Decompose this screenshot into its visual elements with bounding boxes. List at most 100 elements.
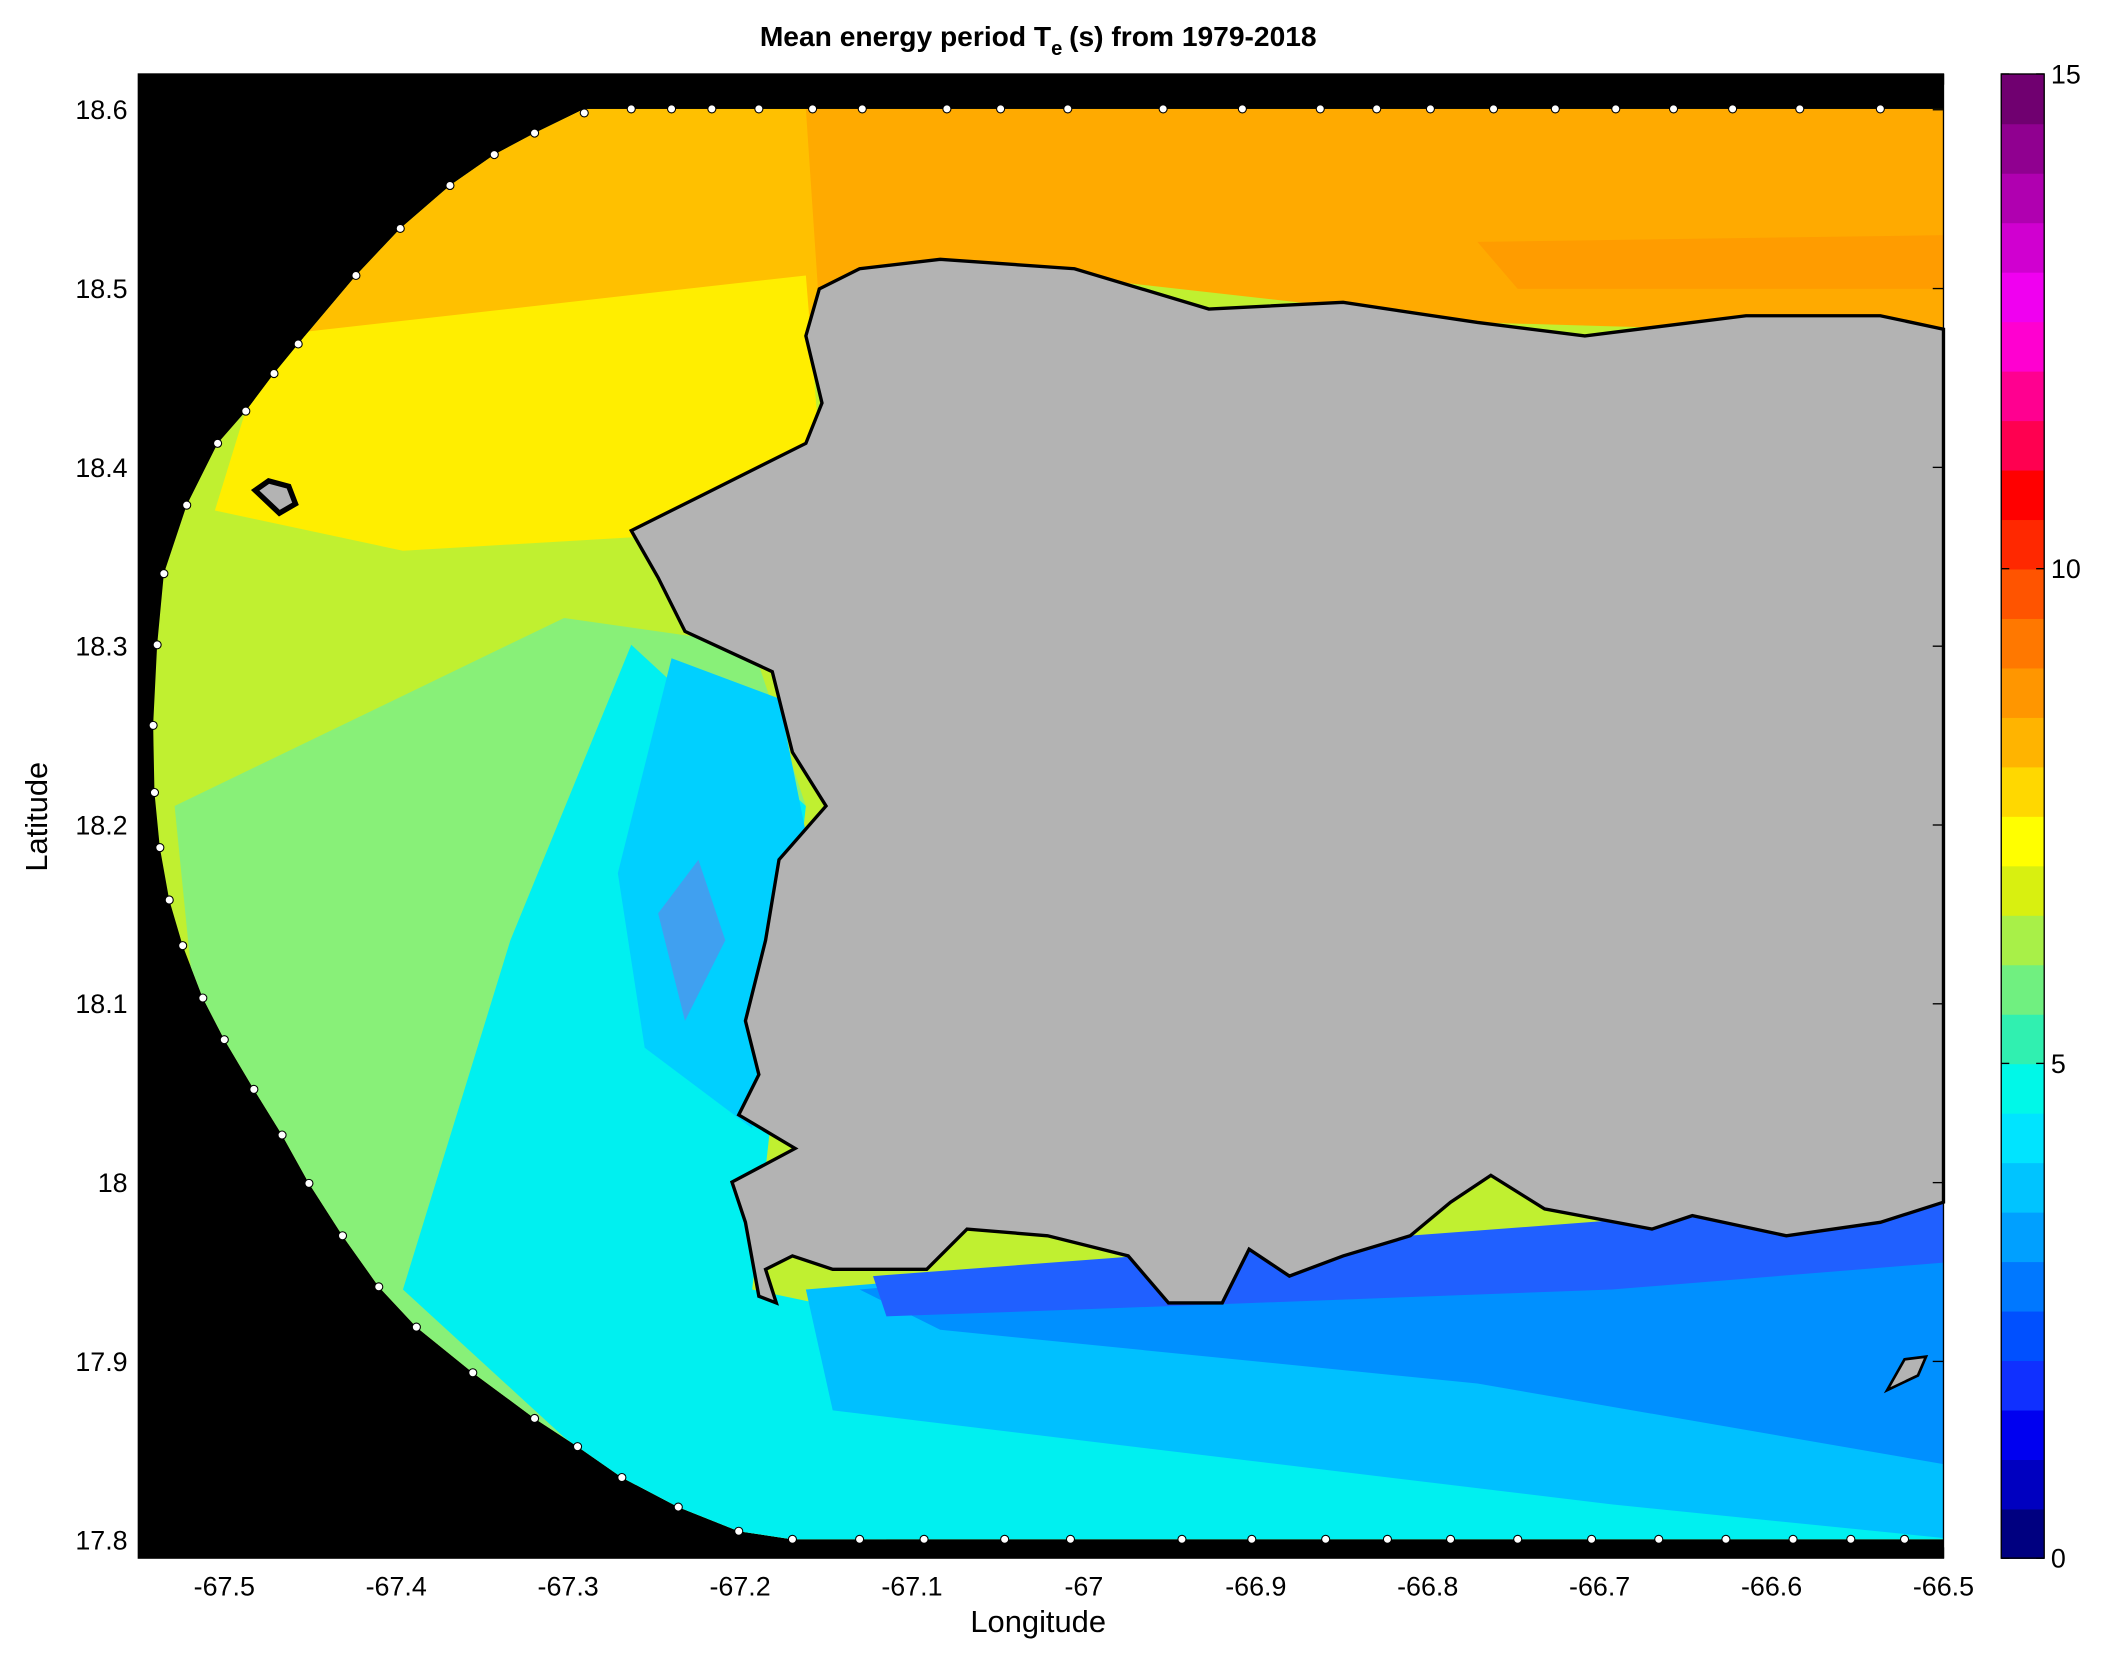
x-tick-label: -67.3 [538,1572,599,1602]
colorbar-frame [2000,73,2045,1559]
boundary-point [1550,104,1560,114]
colorbar-step [2001,568,2045,619]
colorbar-step [2001,1112,2045,1164]
boundary-point [1668,104,1679,114]
boundary-point [1611,104,1621,114]
colorbar-step [2001,1360,2045,1411]
y-tick-label: 18.1 [75,989,127,1019]
colorbar-step [2001,222,2045,273]
boundary-point [1587,1534,1597,1544]
y-tick-label: 18 [98,1168,128,1198]
boundary-point [1065,1534,1076,1544]
x-tick-label: -67.5 [194,1572,255,1602]
x-tick-label: -67.2 [709,1572,770,1602]
boundary-point [1795,104,1805,114]
boundary-point [152,640,162,650]
boundary-point [293,339,303,349]
colorbar-step [2001,618,2045,669]
boundary-point [1728,104,1738,114]
boundary-point [1158,104,1168,114]
boundary-point [1445,1534,1456,1544]
title-rest: (s) from 1979-2018 [1069,20,1317,52]
boundary-point [269,368,279,379]
colorbar-tick-label: 5 [2051,1049,2066,1079]
boundary-point [304,1178,314,1188]
colorbar-step [2001,1261,2045,1312]
boundary-point [159,569,169,579]
boundary-point [219,1035,229,1045]
boundary-point [337,1231,348,1241]
colorbar-step [2001,1310,2045,1362]
boundary-point [1321,1534,1331,1544]
colorbar-step [2001,1459,2045,1510]
boundary-point [1382,1534,1393,1544]
boundary-point [178,941,188,951]
colorbar-step [2001,172,2045,224]
boundary-point [808,104,818,114]
field-region [1477,235,1944,289]
colorbar-step [2001,73,2045,125]
boundary-point [1425,104,1435,114]
boundary-point [395,223,405,234]
colorbar-step [2001,123,2045,174]
boundary-point [919,1534,929,1544]
colorbar-step [2001,1162,2045,1213]
island [1883,1355,1929,1394]
y-tick-label: 18.5 [75,274,127,304]
colorbar-step [2001,519,2045,570]
colorbar-step [2001,469,2045,521]
island [250,478,299,517]
colorbar-step [2001,964,2045,1015]
boundary-point [489,150,499,160]
boundary-points [148,104,1910,1544]
boundary-point [148,720,158,730]
boundary-point [529,128,540,138]
colorbar [2001,73,2045,1559]
boundary-point [1788,1534,1798,1544]
boundary-point [374,1282,384,1292]
boundary-point [1063,104,1073,114]
colorbar-step [2001,1508,2045,1559]
field-region [214,275,820,551]
boundary-point [942,104,952,114]
y-axis-label: Latitude [19,762,54,872]
boundary-point [787,1534,798,1544]
boundary-point [855,1534,865,1544]
x-axis-label: Longitude [970,1604,1106,1639]
boundary-point [1177,1534,1187,1544]
colorbar-tick-label: 10 [2051,554,2081,584]
chart-title: Mean energy period Te (s) from 1979-2018 [760,20,1317,60]
boundary-point [351,270,361,281]
boundary-point [529,1413,540,1424]
boundary-point [734,1526,744,1536]
colorbar-step [2001,914,2045,966]
title-subscript: e [1051,38,1062,60]
boundary-point [1372,104,1382,114]
boundary-point [445,180,455,191]
x-tick-label: -66.6 [1741,1572,1802,1602]
colorbar-step [2001,1211,2045,1263]
colorbar-step [2001,1013,2045,1065]
boundary-point [1654,1534,1664,1544]
boundary-point [1237,104,1247,114]
boundary-point [1899,1534,1910,1544]
boundary-point [241,406,251,416]
boundary-point [857,104,867,114]
boundary-point [572,1442,583,1452]
x-tick-label: -66.7 [1569,1572,1630,1602]
colorbar-tick-label: 0 [2051,1544,2066,1574]
colorbar-step [2001,420,2045,471]
y-tick-label: 18.3 [75,632,127,662]
boundary-point [249,1084,259,1094]
boundary-point [213,438,223,448]
boundary-point [198,993,208,1003]
y-tick-label: 18.6 [75,95,127,125]
colorbar-step [2001,865,2045,916]
y-tick-label: 18.2 [75,810,127,840]
boundary-point [666,104,677,114]
colorbar-step [2001,766,2045,817]
boundary-point [1000,1534,1010,1544]
boundary-point [1315,104,1325,114]
